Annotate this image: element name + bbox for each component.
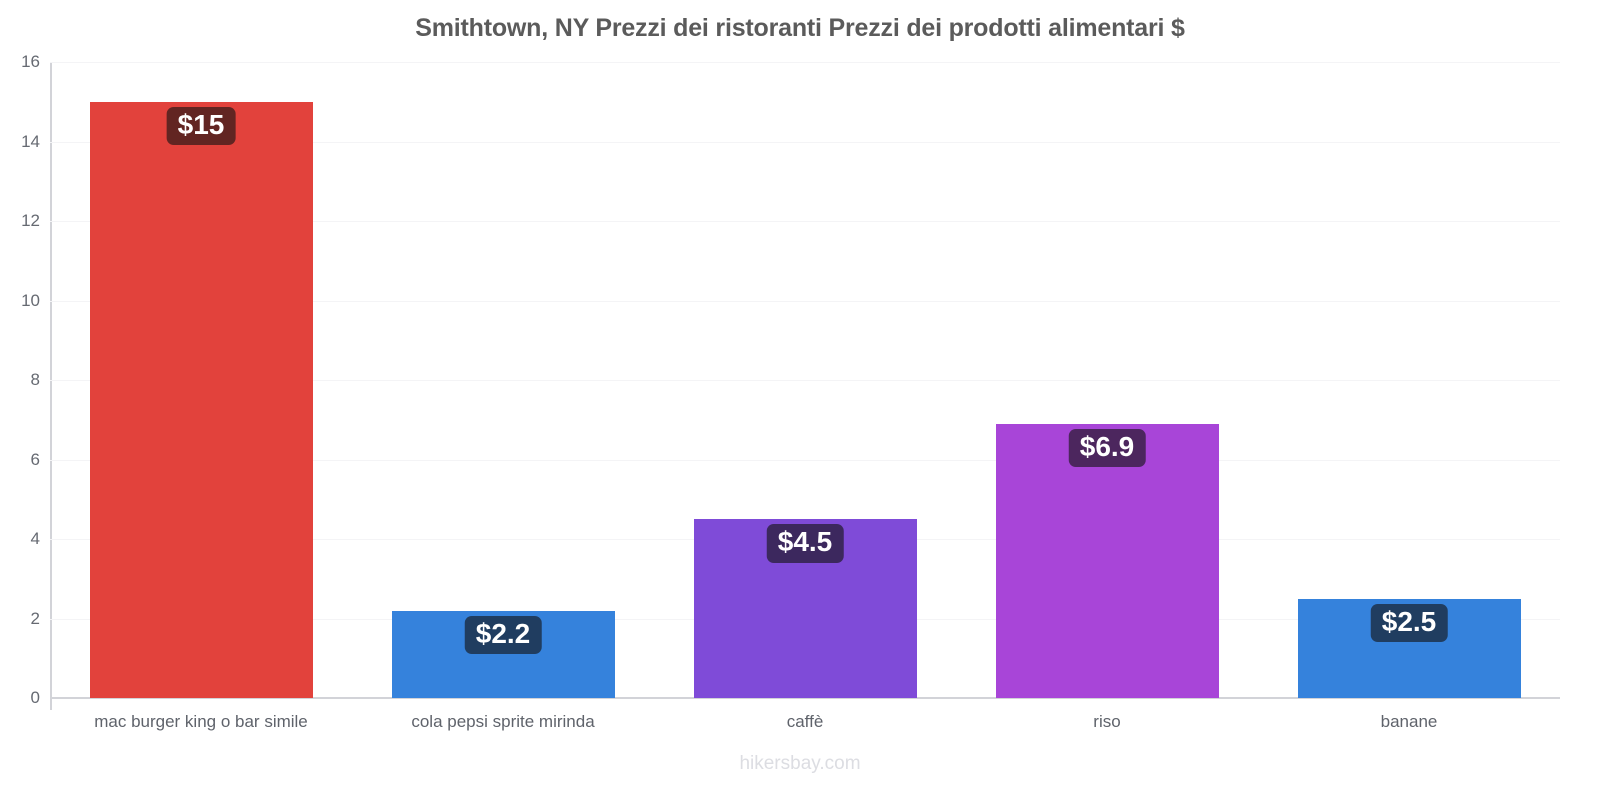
gridline-12: [50, 221, 1560, 222]
x-tick-label-4: banane: [1380, 712, 1438, 731]
y-tick-14: 14: [21, 131, 40, 151]
y-tick-0: 0: [30, 688, 40, 707]
plot-area: $15 $2.2 $4.5 $6.9 $2.5: [50, 62, 1560, 698]
footer-watermark: hikersbay.com: [739, 753, 861, 774]
y-tick-4: 4: [30, 529, 40, 548]
bar-value-label-2: $4.5: [766, 524, 844, 563]
gridline-14: [50, 141, 1560, 143]
gridline-10: [50, 300, 1560, 302]
y-tick-12: 12: [21, 211, 40, 230]
x-axis-category-labels: mac burger king o bar simile cola pepsi s…: [50, 712, 1560, 742]
gridline-8: [50, 380, 1560, 381]
bar-value-label-3: $6.9: [1068, 428, 1146, 468]
bar-value-label-0: $15: [166, 106, 236, 146]
bar-0[interactable]: [89, 101, 313, 698]
x-tick-label-3: riso: [1093, 712, 1121, 731]
bar-value-label-1: $2.2: [464, 615, 542, 654]
bar-value-label-4: $2.5: [1370, 603, 1448, 643]
y-tick-6: 6: [30, 449, 40, 469]
chart-title: Smithtown, NY Prezzi dei ristoranti Prez…: [415, 14, 1185, 42]
bar-3[interactable]: [995, 423, 1219, 698]
x-axis-line: [50, 697, 1560, 699]
y-axis-line: [50, 62, 52, 710]
y-axis-tick-labels: 16 14 12 10 8 6 4 2 0: [0, 0, 40, 800]
y-tick-10: 10: [21, 290, 40, 310]
x-tick-label-2: caffè: [786, 712, 824, 731]
gridline-16: [50, 62, 1560, 63]
gridline-6: [50, 459, 1560, 461]
y-tick-2: 2: [30, 608, 40, 628]
y-tick-16: 16: [21, 52, 40, 71]
x-tick-label-1: cola pepsi sprite mirinda: [411, 712, 595, 731]
y-tick-8: 8: [30, 370, 40, 389]
x-tick-label-0: mac burger king o bar simile: [94, 712, 308, 731]
